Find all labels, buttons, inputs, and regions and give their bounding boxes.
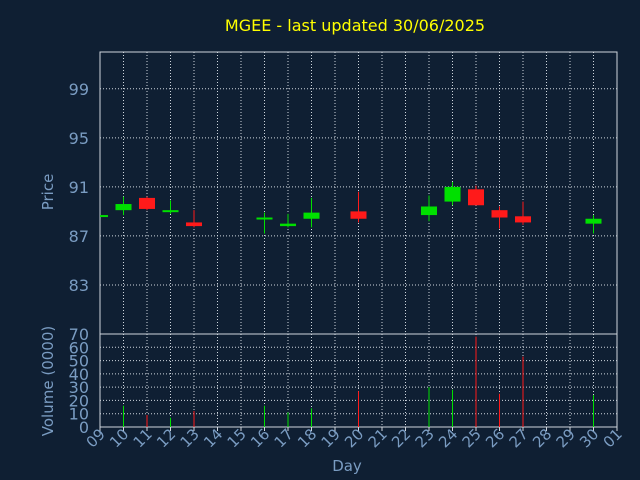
volume-tick-label: 30 — [69, 378, 89, 397]
volume-tick-label: 60 — [69, 338, 89, 357]
candle-body — [468, 189, 484, 206]
x-tick-label: 10 — [106, 425, 132, 451]
grid-layer — [100, 52, 617, 427]
volume-tick-label: 20 — [69, 391, 89, 410]
price-tick-label: 95 — [69, 129, 89, 148]
volume-tick-label: 70 — [69, 325, 89, 344]
x-tick-label: 27 — [506, 425, 532, 451]
volume-tick-label: 40 — [69, 365, 89, 384]
x-axis-label: Day — [332, 457, 362, 475]
volume-tick-label: 10 — [69, 405, 89, 424]
x-tick-label: 22 — [388, 425, 414, 451]
axis-layer: 8387919599010203040506070091011121314151… — [69, 51, 626, 451]
candle-body — [256, 217, 273, 220]
x-tick-label: 30 — [576, 425, 602, 451]
x-tick-label: 01 — [600, 425, 626, 451]
x-tick-label: 29 — [553, 425, 579, 451]
x-tick-label: 17 — [271, 425, 297, 451]
candle-body — [303, 212, 320, 219]
x-tick-label: 25 — [459, 425, 485, 451]
x-tick-label: 11 — [130, 425, 156, 451]
candle-body — [100, 215, 108, 218]
candle-body — [515, 216, 531, 223]
candle-body — [186, 222, 202, 227]
x-tick-label: 18 — [294, 425, 320, 451]
volume-tick-label: 0 — [79, 418, 89, 437]
candle-body — [139, 197, 155, 209]
candle-layer — [100, 181, 602, 234]
price-tick-label: 87 — [69, 227, 89, 246]
price-tick-label: 83 — [69, 276, 89, 295]
volume-layer — [123, 336, 594, 427]
x-tick-label: 26 — [482, 425, 508, 451]
chart-title: MGEE - last updated 30/06/2025 — [225, 16, 485, 35]
candle-body — [585, 218, 602, 224]
candle-body — [444, 186, 461, 202]
candle-body — [491, 210, 508, 218]
price-tick-label: 99 — [69, 80, 89, 99]
x-tick-label: 13 — [177, 425, 203, 451]
volume-tick-label: 50 — [69, 352, 89, 371]
candle-body — [280, 223, 296, 227]
volume-axis-label: Volume (0000) — [39, 326, 57, 436]
x-tick-label: 20 — [341, 425, 367, 451]
x-tick-label: 24 — [435, 425, 461, 451]
price-axis-label: Price — [39, 174, 57, 211]
candle-body — [162, 210, 179, 213]
x-tick-label: 12 — [153, 425, 179, 451]
x-tick-label: 19 — [318, 425, 344, 451]
candle-body — [350, 211, 367, 219]
x-tick-label: 28 — [529, 425, 555, 451]
x-tick-label: 15 — [224, 425, 250, 451]
x-tick-label: 23 — [412, 425, 438, 451]
candle-body — [421, 206, 437, 216]
candle-body — [115, 204, 132, 211]
price-tick-label: 91 — [69, 178, 89, 197]
x-tick-label: 14 — [200, 425, 226, 451]
x-tick-label: 16 — [247, 425, 273, 451]
x-tick-label: 21 — [365, 425, 391, 451]
